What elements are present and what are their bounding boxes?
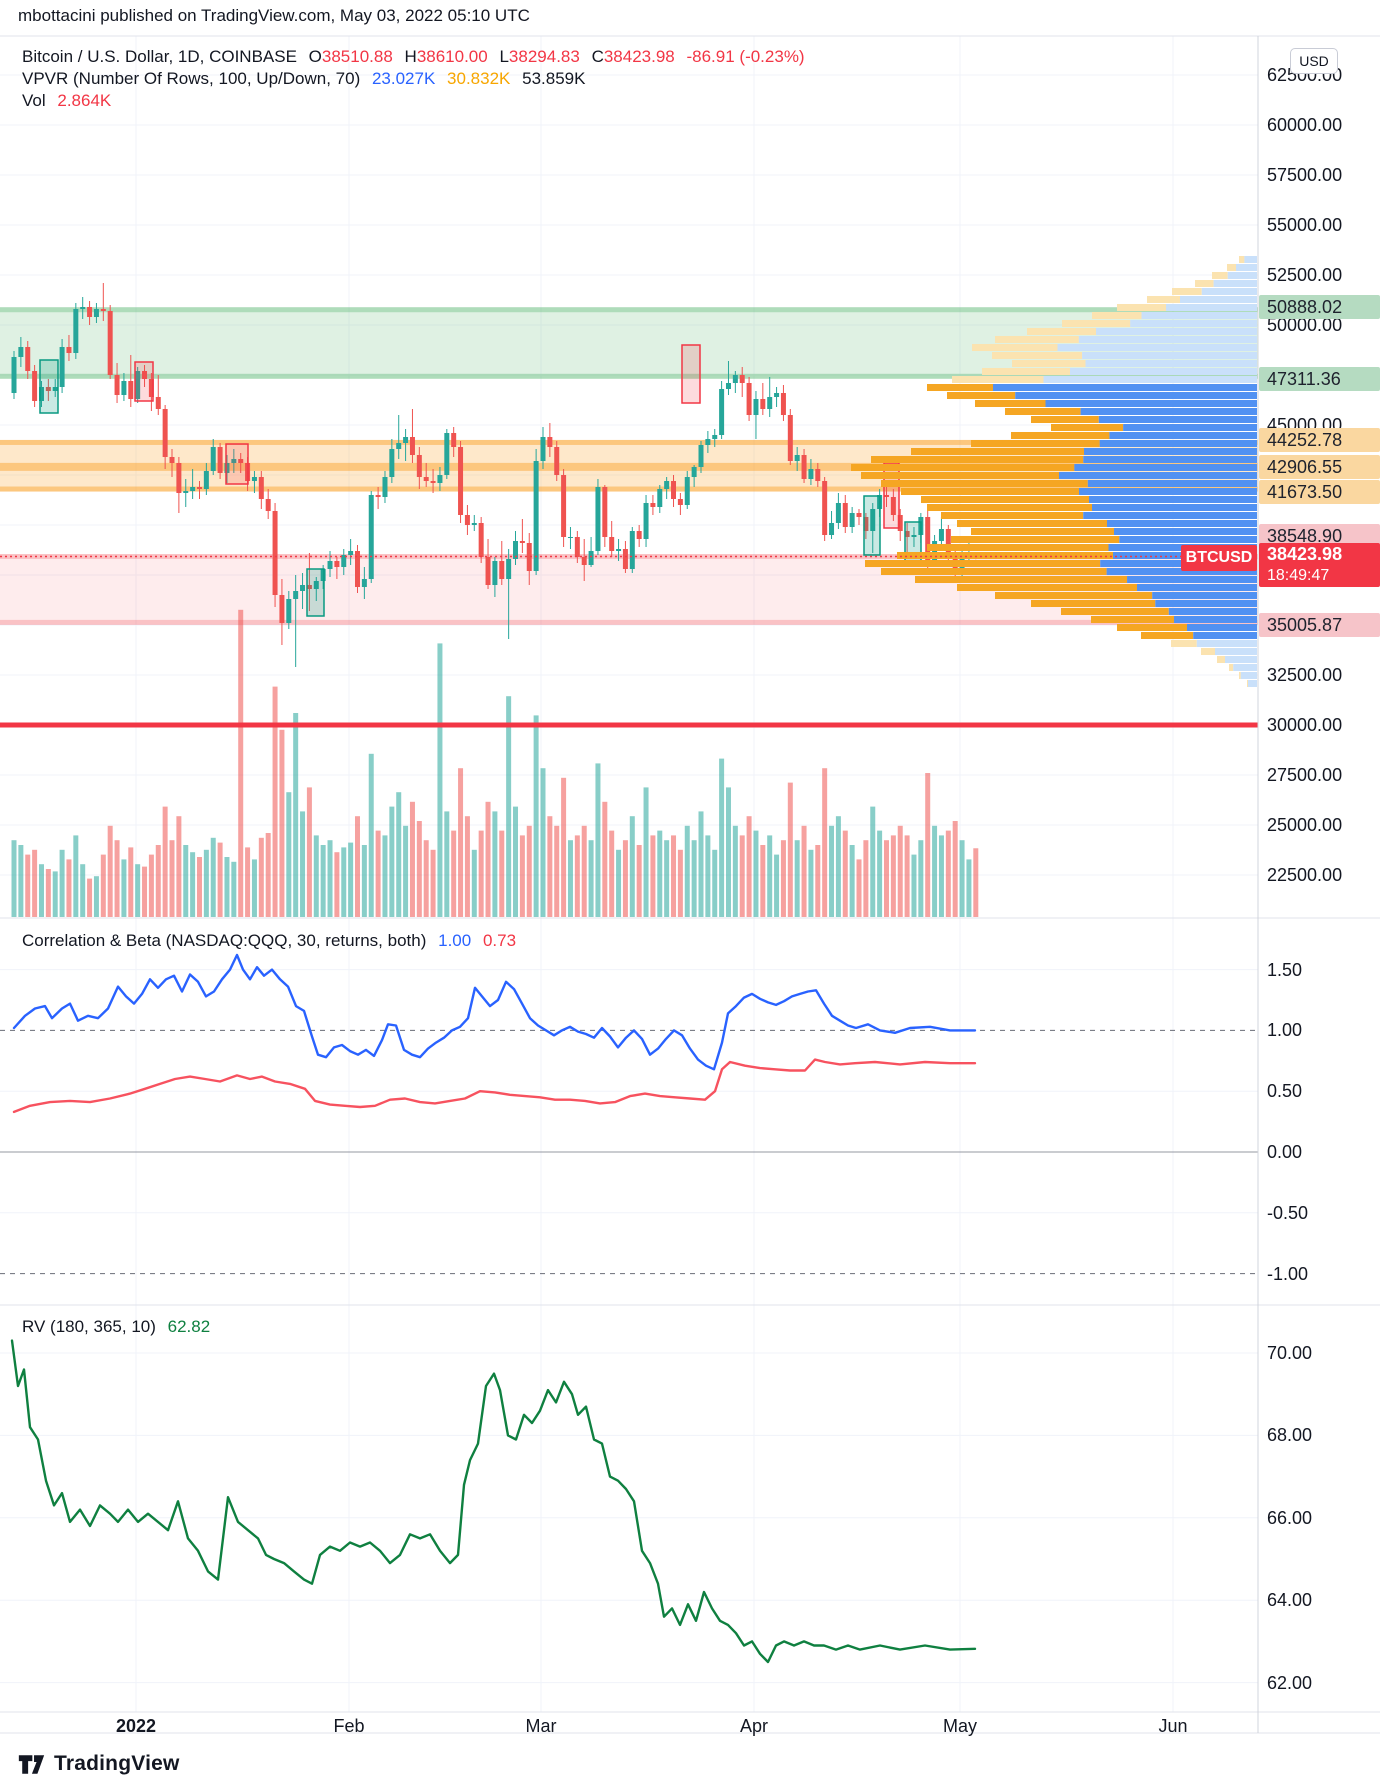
- price-level-label: 35005.87: [1259, 612, 1380, 637]
- vpvr-value-up: 23.027K: [371, 69, 436, 88]
- brand-text: TradingView: [54, 1752, 180, 1775]
- correlation-tick-label: 1.00: [1267, 1020, 1303, 1041]
- price-level-label: 47311.36: [1259, 366, 1380, 391]
- price-tick-label: 22500.00: [1267, 865, 1343, 885]
- symbol-flag: BTCUSD: [1181, 545, 1257, 571]
- main-legend: Bitcoin / U.S. Dollar, 1D, COINBASE O385…: [22, 46, 805, 112]
- volume-key: Vol: [22, 91, 46, 110]
- time-axis-label[interactable]: Apr: [739, 1716, 768, 1736]
- rv-tick-label: 64.00: [1267, 1590, 1313, 1611]
- vpvr-title: VPVR (Number Of Rows, 100, Up/Down, 70): [22, 69, 361, 88]
- current-price-pill: 38423.98 18:49:47: [1259, 543, 1380, 587]
- correlation-legend[interactable]: Correlation & Beta (NASDAQ:QQQ, 30, retu…: [22, 930, 516, 952]
- low-key: L: [499, 47, 509, 66]
- correlation-tick-label: -1.00: [1267, 1263, 1309, 1284]
- rv-tick-label: 68.00: [1267, 1425, 1313, 1446]
- vpvr-legend-row[interactable]: VPVR (Number Of Rows, 100, Up/Down, 70) …: [22, 68, 805, 90]
- open-value: 38510.88: [321, 47, 393, 66]
- rv-tick-label: 62.00: [1267, 1672, 1313, 1693]
- time-axis-label[interactable]: 2022: [115, 1716, 157, 1736]
- publish-text: mbottacini published on TradingView.com,…: [18, 6, 530, 25]
- open-key: O: [308, 47, 322, 66]
- current-price-value: 38423.98: [1267, 544, 1343, 564]
- price-tick-label: 25000.00: [1267, 815, 1343, 835]
- price-tick-label: 32500.00: [1267, 665, 1343, 685]
- volume-legend-row[interactable]: Vol 2.864K: [22, 90, 805, 112]
- symbol-legend-row[interactable]: Bitcoin / U.S. Dollar, 1D, COINBASE O385…: [22, 46, 805, 68]
- rv-title: RV (180, 365, 10): [22, 1317, 156, 1336]
- correlation-title: Correlation & Beta (NASDAQ:QQQ, 30, retu…: [22, 931, 427, 950]
- bar-countdown: 18:49:47: [1267, 567, 1330, 584]
- price-level-label: 38548.90: [1259, 524, 1380, 549]
- price-tick-label: 52500.00: [1267, 265, 1343, 285]
- change-value: -86.91 (-0.23%): [686, 47, 805, 66]
- rv-legend[interactable]: RV (180, 365, 10) 62.82: [22, 1316, 210, 1338]
- tradingview-logo-icon: [18, 1754, 45, 1774]
- correlation-tick-label: -0.50: [1267, 1202, 1309, 1223]
- price-tick-label: 30000.00: [1267, 715, 1343, 735]
- correlation-tick-label: 1.50: [1267, 959, 1303, 980]
- price-tick-label: 50000.00: [1267, 315, 1343, 335]
- price-tick-label: 55000.00: [1267, 215, 1343, 235]
- volume-value: 2.864K: [57, 91, 112, 110]
- time-axis-label[interactable]: Mar: [525, 1716, 557, 1736]
- rv-value: 62.82: [167, 1317, 211, 1336]
- time-axis-label[interactable]: Feb: [333, 1716, 365, 1736]
- time-axis-label[interactable]: Jun: [1158, 1716, 1188, 1736]
- vpvr-value-down: 30.832K: [447, 69, 511, 88]
- price-level-label: 50888.02: [1259, 295, 1380, 320]
- price-level-label: 41673.50: [1259, 479, 1380, 504]
- correlation-tick-label: 0.50: [1267, 1081, 1303, 1102]
- correlation-tick-label: 0.00: [1267, 1142, 1303, 1162]
- price-tick-label: 60000.00: [1267, 115, 1343, 135]
- correlation-value: 1.00: [438, 931, 472, 950]
- price-tick-label: 57500.00: [1267, 165, 1343, 185]
- close-key: C: [591, 47, 604, 66]
- currency-button[interactable]: USD: [1290, 48, 1338, 74]
- rv-tick-label: 66.00: [1267, 1507, 1313, 1528]
- beta-value: 0.73: [482, 931, 517, 950]
- price-tick-label: 27500.00: [1267, 765, 1343, 785]
- close-value: 38423.98: [603, 47, 675, 66]
- high-value: 38610.00: [416, 47, 488, 66]
- price-level-label: 44252.78: [1259, 427, 1380, 452]
- high-key: H: [404, 47, 417, 66]
- vpvr-value-total: 53.859K: [522, 69, 586, 88]
- footer-brand[interactable]: TradingView: [18, 1750, 180, 1778]
- symbol-title: Bitcoin / U.S. Dollar, 1D, COINBASE: [22, 47, 297, 66]
- low-value: 38294.83: [508, 47, 580, 66]
- time-axis-label[interactable]: May: [942, 1716, 977, 1736]
- rv-tick-label: 70.00: [1267, 1343, 1313, 1363]
- publish-header: mbottacini published on TradingView.com,…: [18, 6, 530, 26]
- price-level-label: 42906.55: [1259, 454, 1380, 479]
